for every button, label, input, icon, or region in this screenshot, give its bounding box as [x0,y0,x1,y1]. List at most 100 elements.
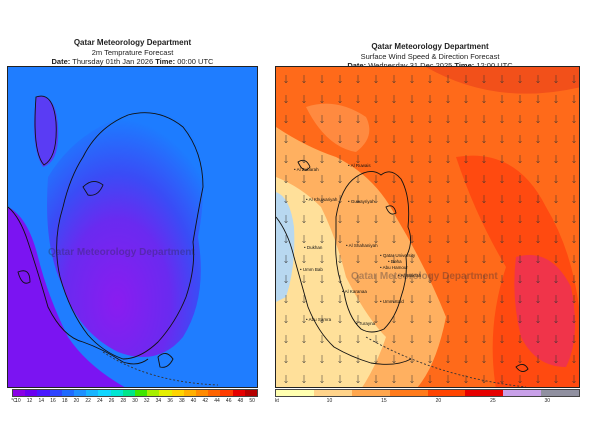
wind-arrow [572,135,576,144]
wind-arrow [446,115,450,124]
wind-arrow [320,115,324,124]
wind-arrow [302,255,306,264]
wind-arrow [446,135,450,144]
wind-arrow [302,175,306,184]
wind-arrow [482,235,486,244]
colorbar-tick: 30 [544,398,551,404]
temperature-map[interactable]: Qatar Meteorology Department [7,66,258,388]
wind-arrow [518,375,522,384]
wind-arrow [284,335,288,344]
wind-arrow [302,275,306,284]
wind-arrow [410,115,414,124]
place-label: • Dukhan [304,245,323,250]
wind-arrow [356,95,360,104]
colorbar-tick: 48 [237,398,244,404]
wind-arrow [536,275,540,284]
wind-arrow [374,315,378,324]
wind-arrow [464,175,468,184]
wind-arrow [536,135,540,144]
wind-arrow [356,255,360,264]
wind-arrow [374,95,378,104]
wind-arrow [284,255,288,264]
wind-arrow [518,155,522,164]
wind-arrow [554,215,558,224]
wind-arrow [374,75,378,84]
wind-arrow [572,255,576,264]
wind-arrow [302,215,306,224]
wind-arrow [518,75,522,84]
wind-arrow [338,375,342,384]
wind-arrow [338,235,342,244]
wind-arrow [374,375,378,384]
wind-arrow [356,315,360,324]
wind-arrow [554,155,558,164]
wind-arrow [392,235,396,244]
wind-arrow [446,375,450,384]
wind-arrow [482,195,486,204]
wind-arrow [428,155,432,164]
wind-map[interactable]: Qatar Meteorology Department • Al Ruwais… [275,66,580,388]
colorbar-tick: 34 [155,398,162,404]
wind-arrow [482,155,486,164]
colorbar-tick: 16 [50,398,56,404]
wind-arrow [482,375,486,384]
wind-arrow [518,315,522,324]
wind-arrow [392,75,396,84]
wind-arrow [572,195,576,204]
wind-arrow [464,335,468,344]
colorbar-tick: 40 [190,398,197,404]
wind-arrow [518,115,522,124]
colorbar-tick: 26 [108,398,115,404]
wind-arrow [356,195,360,204]
wind-arrow [446,95,450,104]
datetime-line: Date: Wednesday 31 Dec 2025 Time: 12:00 … [347,61,513,70]
wind-arrow [482,215,486,224]
wind-arrow [446,175,450,184]
wind-arrow [338,295,342,304]
wind-arrow [356,275,360,284]
wind-arrow [338,175,342,184]
colorbar-swatch [220,390,233,396]
wind-arrow [500,295,504,304]
wind-arrow [338,115,342,124]
wind-arrow [320,215,324,224]
wind-arrow [554,375,558,384]
wind-arrow [518,355,522,364]
wind-arrow [536,75,540,84]
wind-arrow [572,115,576,124]
wind-arrow [356,75,360,84]
place-label: • Al Shahaniyah [346,243,378,248]
colorbar-swatch [183,390,197,396]
wind-arrow [392,95,396,104]
wind-arrow [392,375,396,384]
wind-arrow [338,315,342,324]
wind-arrow [428,135,432,144]
wind-arrow [320,315,324,324]
colorbar-tick: 10 [326,398,333,404]
place-label: • Qatar University [380,253,416,258]
wind-arrow [572,75,576,84]
wind-arrow [482,95,486,104]
wind-arrow [482,115,486,124]
place-label: • Abu Hamour [380,265,408,270]
wind-arrow [338,335,342,344]
wind-arrow [554,355,558,364]
wind-arrow [464,135,468,144]
colorbar-swatch [465,390,504,396]
wind-arrow [464,375,468,384]
wind-arrow [356,135,360,144]
place-label: • Doha [388,259,402,264]
place-label: • Guwayriyah [348,199,375,204]
wind-arrow [554,95,558,104]
wind-arrow [374,295,378,304]
place-label: • Al Ruwais [348,163,371,168]
wind-arrow [446,315,450,324]
colorbar-swatch [49,390,62,396]
wind-arrow [284,75,288,84]
colorbar-swatch [389,390,428,396]
wind-arrow [302,355,306,364]
wind-arrow [392,135,396,144]
wind-arrow [302,195,306,204]
wind-arrow [536,295,540,304]
wind-arrow [302,75,306,84]
